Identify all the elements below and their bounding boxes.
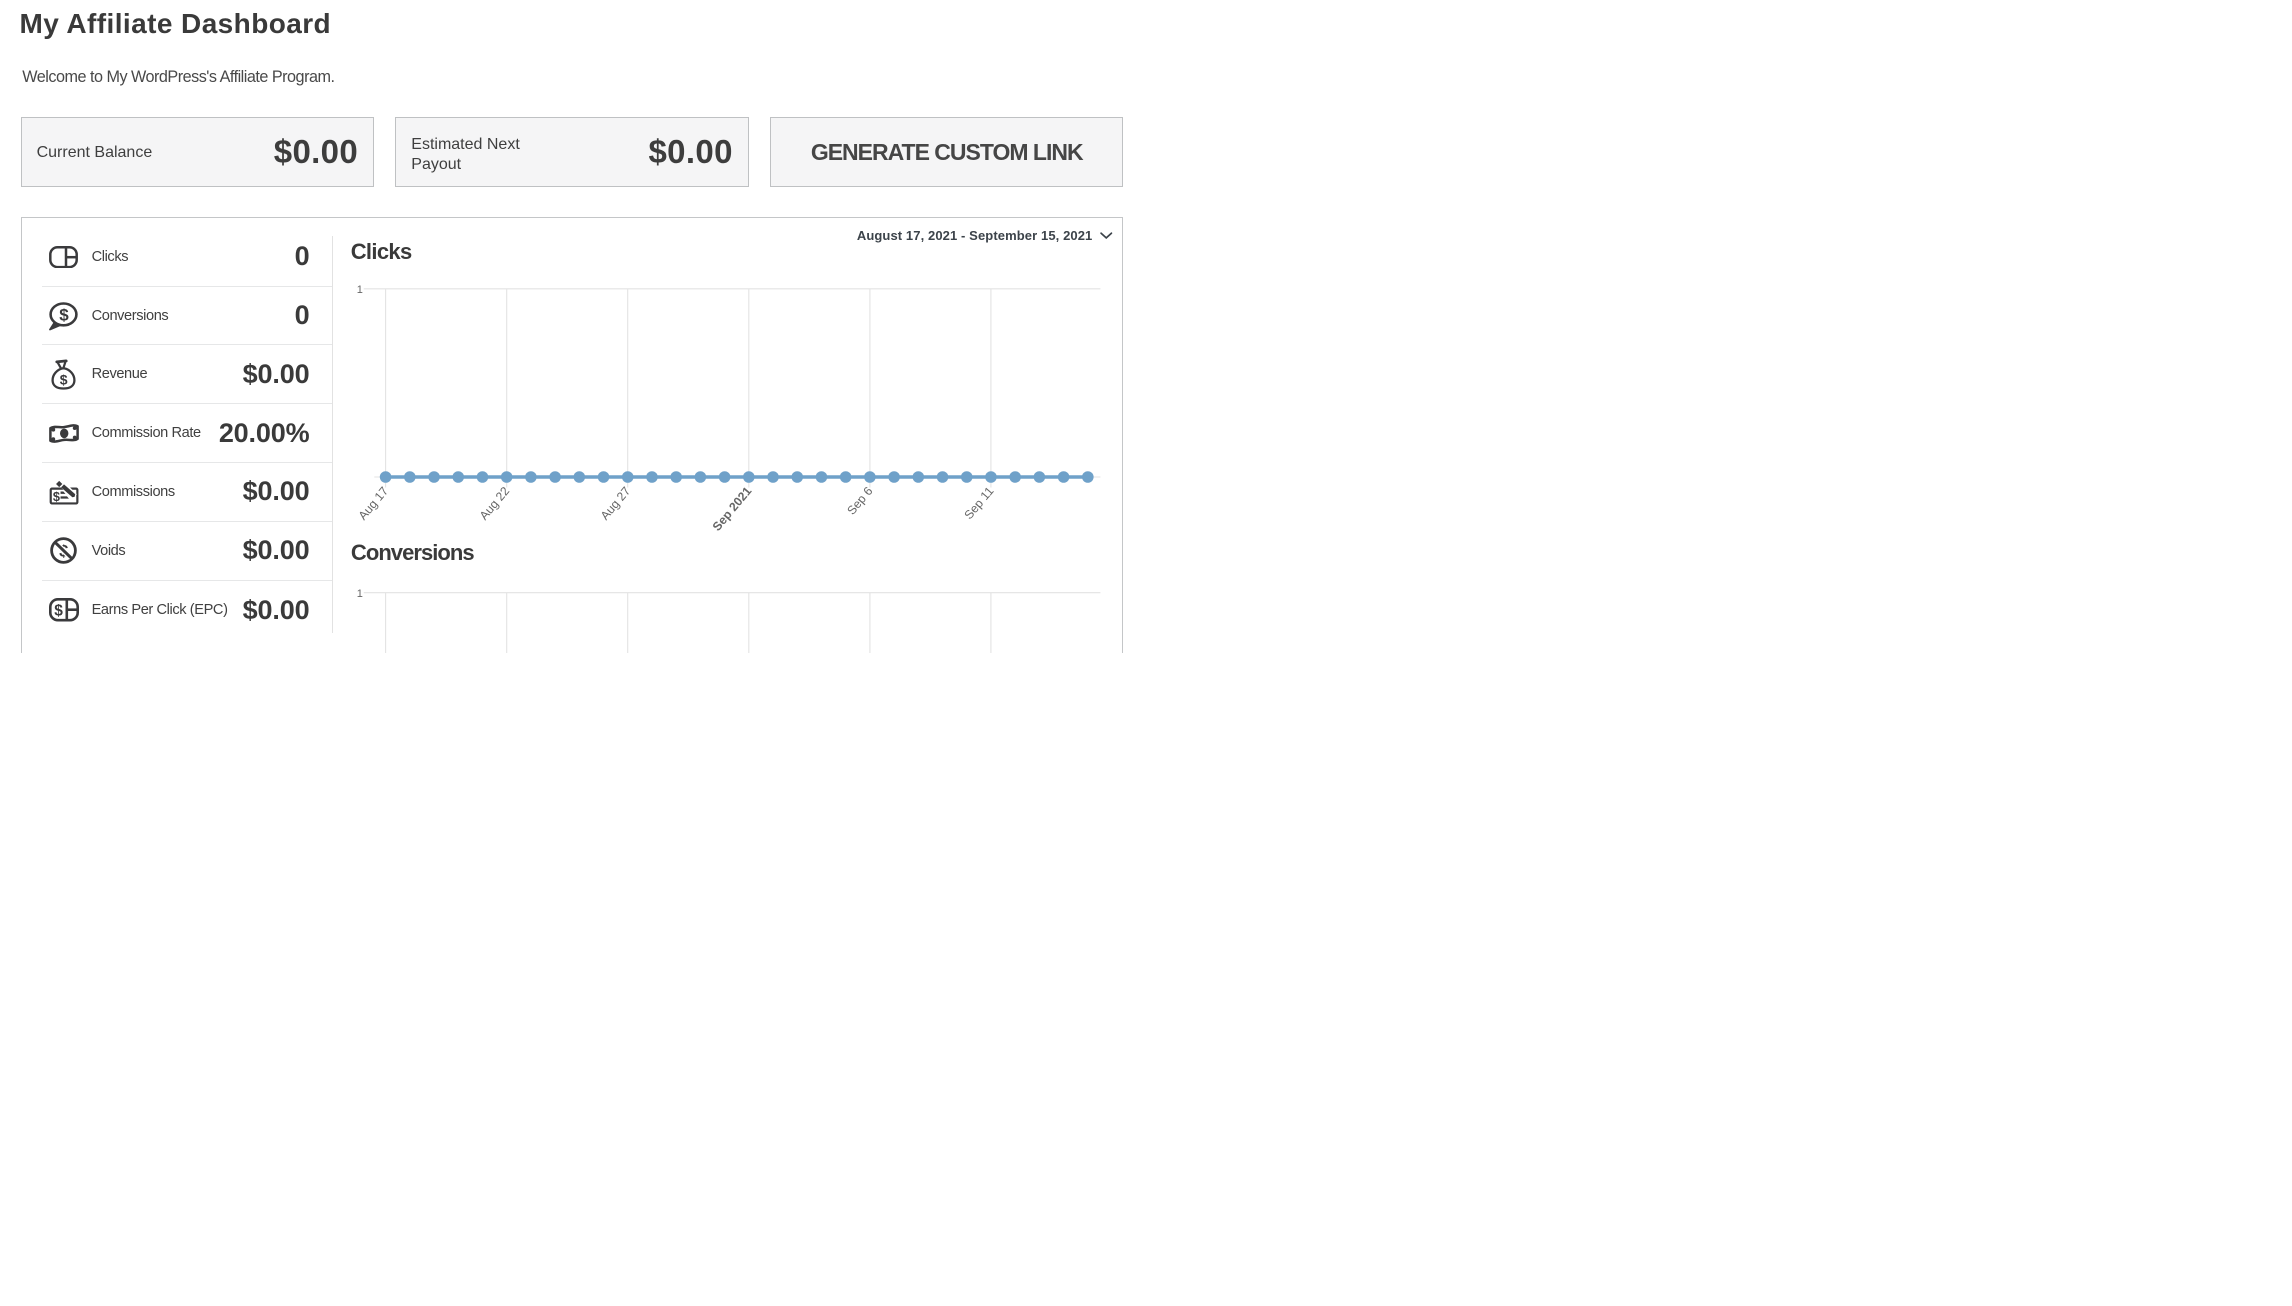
svg-text:1: 1 xyxy=(357,588,363,600)
svg-text:$: $ xyxy=(52,489,59,504)
svg-text:Aug 17: Aug 17 xyxy=(356,484,392,523)
svg-text:Aug 27: Aug 27 xyxy=(598,484,634,523)
svg-text:Sep 11: Sep 11 xyxy=(962,484,997,522)
svg-text:$: $ xyxy=(59,305,69,324)
svg-text:$: $ xyxy=(54,603,63,620)
svg-text:Sep 6: Sep 6 xyxy=(844,484,875,518)
svg-text:1: 1 xyxy=(357,284,363,296)
svg-text:$: $ xyxy=(60,371,68,387)
svg-text:Sep 2021: Sep 2021 xyxy=(710,484,755,534)
svg-text:Aug 22: Aug 22 xyxy=(477,484,513,523)
